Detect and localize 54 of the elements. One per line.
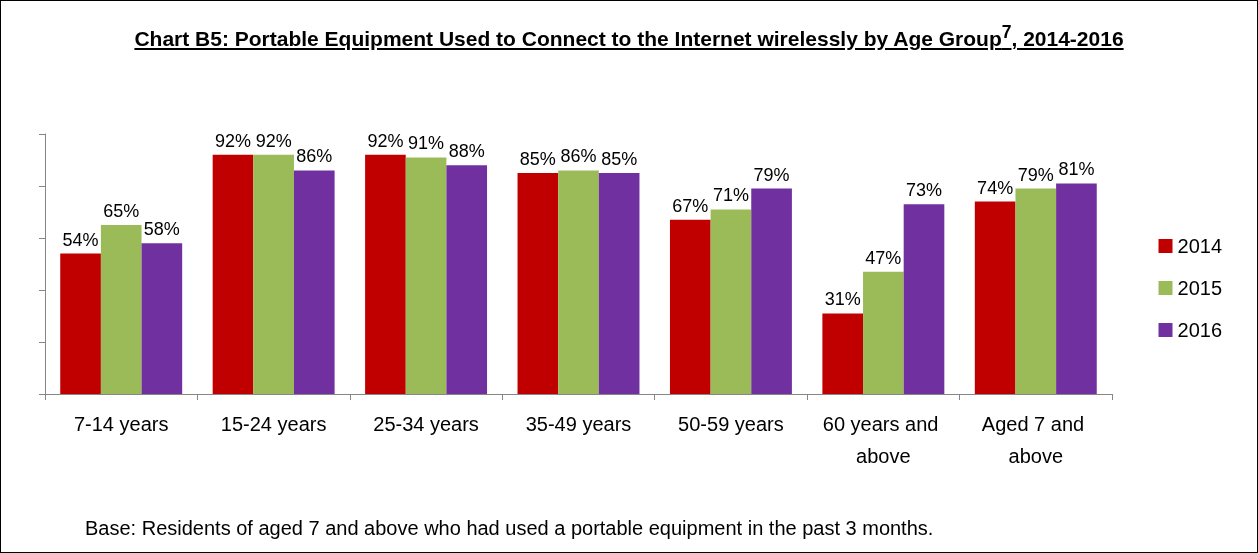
bar (212, 154, 254, 394)
data-label: 73% (905, 180, 943, 201)
bar (100, 225, 142, 394)
chart-title: Chart B5: Portable Equipment Used to Connect to the Internet wirelessly by Age Group$^{7}$, 2014-2016 (133, 21, 1125, 52)
bar (405, 157, 447, 394)
data-label: 79% (753, 164, 790, 185)
data-label: 79% (1017, 164, 1054, 185)
x-tick-label: 50-59 years (678, 413, 784, 435)
bar (60, 253, 101, 394)
data-label: 81% (1058, 159, 1095, 180)
data-label: 74% (977, 177, 1014, 198)
bar (751, 188, 792, 394)
data-label: 65% (103, 201, 140, 221)
data-label: 91% (408, 133, 445, 154)
data-label: 54% (62, 229, 99, 250)
bar (822, 313, 864, 394)
data-label: 92% (367, 130, 404, 151)
bar (141, 243, 183, 394)
bar (1015, 188, 1057, 394)
data-label: 85% (601, 149, 638, 169)
bar (669, 219, 711, 394)
data-label: 71% (712, 185, 749, 206)
data-label: 86% (560, 146, 597, 167)
bar (446, 165, 488, 394)
data-label: 92% (255, 130, 292, 151)
bar (293, 170, 335, 394)
x-tick-label: 25-34 years (373, 413, 479, 435)
bar (517, 173, 559, 394)
data-label: 67% (672, 195, 709, 216)
bar (903, 204, 945, 394)
data-label: 88% (448, 141, 485, 162)
x-tick-label: 60 years and above (822, 413, 944, 467)
data-label: 31% (824, 289, 861, 310)
x-tick-label: 7-14 years (73, 413, 169, 435)
legend-label: 2016 (1177, 319, 1223, 341)
bar (863, 271, 904, 394)
x-tick-label: 15-24 years (220, 413, 327, 435)
x-tick-label: 35-49 years (525, 413, 632, 435)
bar (710, 209, 752, 394)
x-tick-label: Aged 7 and above (981, 413, 1090, 467)
bar (253, 154, 294, 394)
data-label: 47% (865, 247, 902, 268)
bar (365, 154, 406, 394)
bar (974, 201, 1016, 394)
bar (1056, 183, 1097, 394)
bar (598, 173, 640, 394)
legend-label: 2014 (1177, 235, 1223, 257)
data-label: 92% (214, 130, 252, 151)
legend-label: 2015 (1177, 277, 1223, 299)
bar (558, 170, 599, 394)
data-label: 86% (296, 146, 333, 167)
data-label: 58% (143, 219, 180, 240)
text: Base: Residents of aged 7 and above who had used a portable equipment in the past 3 months. (85, 517, 934, 540)
data-label: 85% (519, 149, 556, 169)
